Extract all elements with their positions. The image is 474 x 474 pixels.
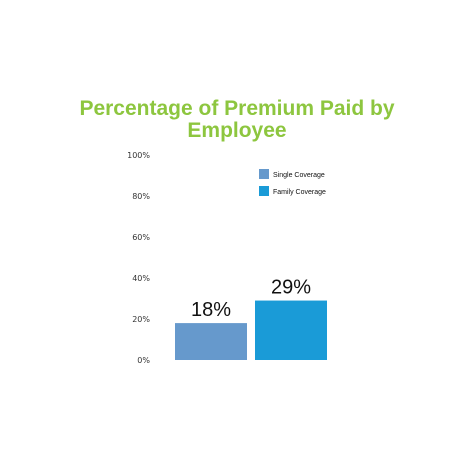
chart-title-line-2: Employee xyxy=(187,119,287,142)
legend-label: Single Coverage xyxy=(273,172,325,179)
data-label: 29% xyxy=(271,277,311,299)
legend-swatch xyxy=(259,186,269,196)
y-tick-label: 0% xyxy=(137,356,150,365)
bar xyxy=(255,300,327,360)
data-label: 18% xyxy=(191,299,231,321)
y-tick-label: 100% xyxy=(127,151,150,160)
chart-title: Percentage of Premium Paid by Employee xyxy=(0,98,474,142)
y-tick-label: 20% xyxy=(132,315,150,324)
y-tick-label: 40% xyxy=(132,274,150,283)
bar xyxy=(175,323,247,360)
y-tick-label: 80% xyxy=(132,192,150,201)
chart-title-line-1: Percentage of Premium Paid by xyxy=(79,97,395,120)
legend-label: Family Coverage xyxy=(273,189,326,196)
legend-swatch xyxy=(259,169,269,179)
y-tick-label: 60% xyxy=(132,233,150,242)
